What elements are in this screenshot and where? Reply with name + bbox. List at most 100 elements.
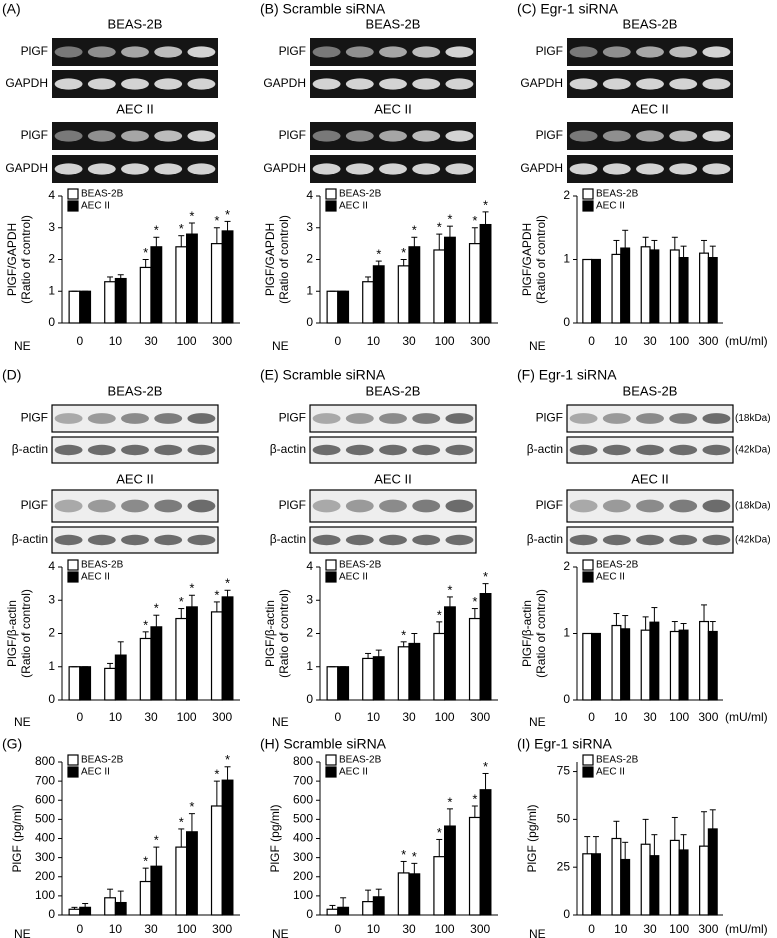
y-axis-label: (Ratio of control) [534, 215, 548, 304]
y-axis-label: PlGF/GAPDH [263, 223, 277, 296]
significance-mark: * [189, 799, 194, 814]
blot-band [54, 534, 83, 546]
bar [114, 901, 127, 916]
significance-mark: * [401, 627, 406, 642]
blot-band [345, 130, 374, 142]
y-axis-label: PlGF (pg/ml) [525, 804, 539, 872]
bar [611, 624, 622, 701]
legend-label: BEAS-2B [81, 560, 124, 571]
bar [620, 858, 631, 916]
y-axis-label: (Ratio of control) [534, 589, 548, 678]
legend-swatch [325, 188, 337, 200]
x-axis-label: NE [14, 339, 31, 353]
y-tick-label: 4 [48, 559, 55, 573]
y-tick-label: 500 [293, 812, 313, 826]
significance-mark: * [189, 581, 194, 596]
blot-band [379, 534, 407, 546]
blot-band [312, 444, 341, 456]
bar [649, 855, 660, 916]
blot-label: PlGF [536, 44, 563, 58]
blot-band [669, 413, 698, 424]
significance-mark: * [483, 197, 488, 212]
x-tick-label: 30 [144, 922, 158, 936]
x-tick-label: 10 [367, 710, 381, 724]
legend-swatch [582, 200, 594, 212]
bar [79, 906, 92, 916]
y-axis-label: PlGF/β-actin [520, 600, 534, 667]
bar [640, 629, 651, 701]
significance-mark: * [214, 767, 219, 782]
blot-band [312, 46, 341, 58]
bar [337, 666, 350, 701]
y-tick-label: 4 [48, 188, 55, 202]
blot-band [602, 534, 631, 546]
blot-band [54, 499, 83, 513]
significance-mark: * [189, 208, 194, 223]
blot-band [187, 130, 216, 142]
blot-label: PlGF [536, 128, 563, 142]
x-tick-label: 10 [367, 922, 381, 936]
blot-title: AEC II [374, 471, 412, 486]
bar [678, 629, 689, 701]
blot-band [379, 46, 407, 58]
x-tick-label: 0 [76, 334, 83, 348]
blot-band [445, 46, 474, 58]
blot-band [121, 499, 149, 513]
significance-mark: * [483, 759, 488, 774]
y-tick-label: 1 [563, 626, 570, 640]
bar [68, 290, 81, 324]
significance-mark: * [154, 223, 159, 238]
x-unit: (mU/ml) [725, 710, 768, 724]
bar [590, 258, 601, 324]
blot-band [154, 163, 183, 175]
blot-band [345, 444, 374, 456]
y-tick-label: 3 [48, 220, 55, 234]
significance-mark: * [154, 601, 159, 616]
x-axis-label: NE [14, 715, 31, 729]
blot-band [702, 534, 731, 546]
legend-label: AEC II [339, 767, 368, 778]
x-axis-label: NE [272, 339, 289, 353]
x-tick-label: 300 [698, 334, 718, 348]
x-tick-label: 300 [698, 922, 718, 936]
bar [221, 596, 234, 701]
blot-band [312, 78, 341, 90]
blot-band [154, 499, 183, 513]
bar [582, 853, 593, 916]
blot-band [312, 534, 341, 546]
bar [468, 243, 481, 324]
blot-band [569, 46, 598, 58]
blot-label: PlGF [21, 498, 48, 512]
x-tick-label: 10 [614, 922, 628, 936]
legend-label: AEC II [596, 767, 625, 778]
blot-band [412, 46, 441, 58]
y-axis-label: PlGF/β-actin [263, 600, 277, 667]
blot-band [445, 413, 474, 424]
bar [699, 620, 710, 701]
legend-label: BEAS-2B [596, 560, 639, 571]
blot-band [412, 163, 441, 175]
blot-band [412, 534, 441, 546]
blot-band [312, 130, 341, 142]
legend-swatch [325, 754, 337, 766]
blot-band [569, 534, 598, 546]
blot-band [636, 413, 664, 424]
legend-swatch [67, 766, 79, 778]
bar [175, 246, 188, 324]
y-tick-label: 0 [48, 907, 55, 921]
panel-label: (C) Egr-1 siRNA [517, 1, 619, 17]
x-tick-label: 300 [698, 710, 718, 724]
blot-title: AEC II [116, 471, 154, 486]
blot-title: BEAS-2B [108, 383, 163, 398]
legend-swatch [67, 559, 79, 571]
bar [372, 265, 385, 324]
blot-label: PlGF [279, 128, 306, 142]
bar [326, 666, 339, 701]
legend-swatch [325, 571, 337, 583]
blot-band [636, 444, 664, 456]
significance-mark: * [143, 854, 148, 869]
legend-label: AEC II [339, 201, 368, 212]
blot-band [154, 534, 183, 546]
legend-swatch [67, 754, 79, 766]
blot-band [669, 46, 698, 58]
